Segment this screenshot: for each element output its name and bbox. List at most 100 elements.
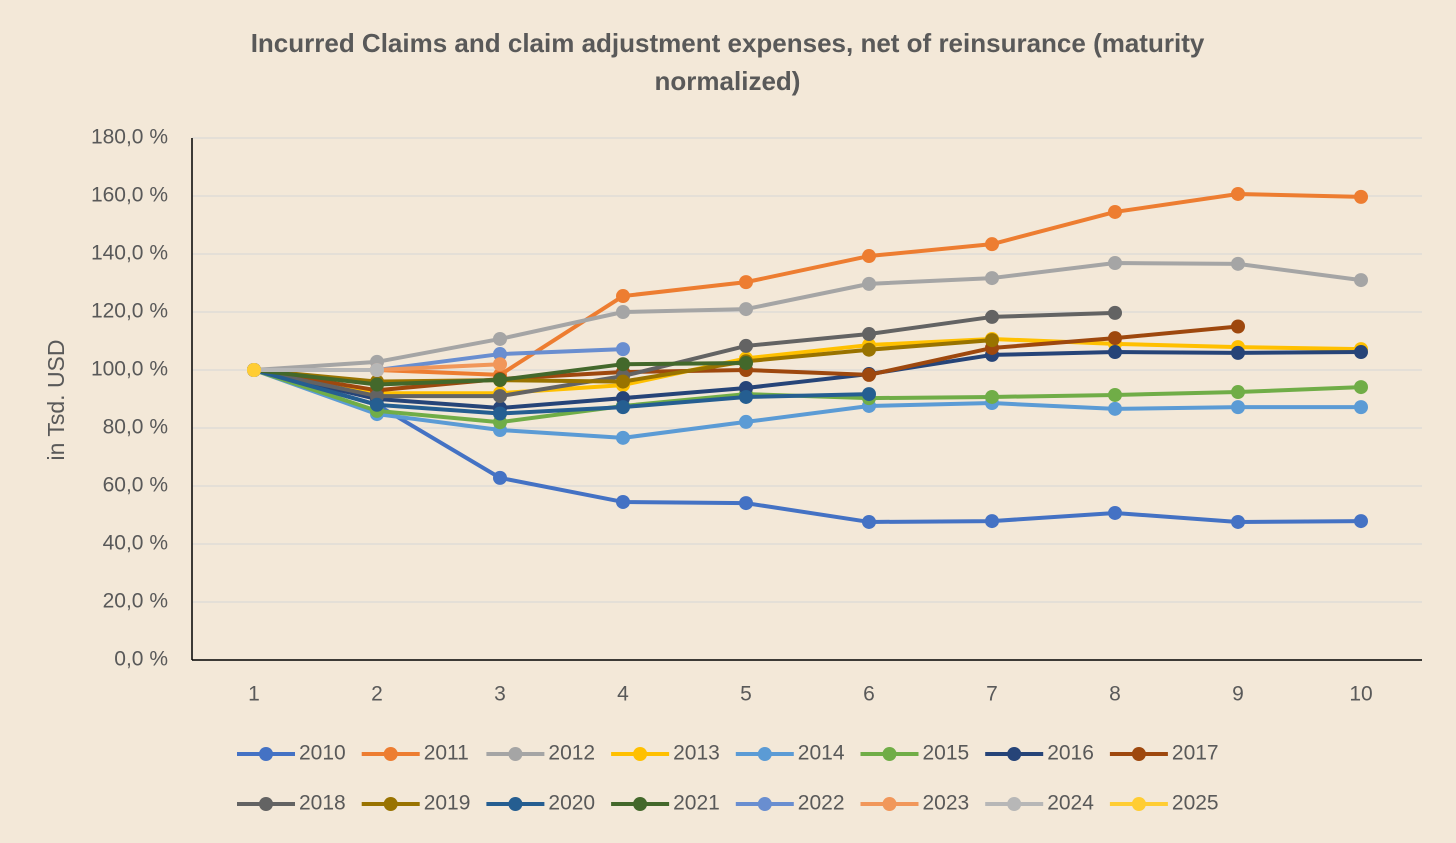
- data-point: [370, 397, 384, 412]
- legend-marker: [757, 747, 772, 761]
- data-point: [493, 372, 507, 387]
- series-line: [253, 350, 1362, 410]
- legend-label: 2014: [798, 742, 845, 765]
- legend-marker: [1007, 797, 1022, 811]
- data-point: [370, 377, 384, 392]
- data-point: [616, 430, 630, 445]
- legend-marker: [757, 797, 772, 811]
- legend-label: 2022: [798, 792, 845, 815]
- data-point: [1354, 345, 1368, 360]
- series-line: [253, 368, 1362, 524]
- data-point: [1108, 505, 1122, 520]
- data-point: [985, 271, 999, 286]
- x-tick-label: 9: [1232, 683, 1244, 706]
- data-point: [493, 331, 507, 346]
- y-tick-label: 100,0 %: [91, 358, 168, 381]
- data-point: [616, 494, 630, 509]
- x-tick-label: 6: [863, 683, 875, 706]
- y-tick-label: 160,0 %: [91, 184, 168, 207]
- series-line: [253, 336, 1362, 396]
- data-point: [493, 347, 507, 362]
- legend-marker: [633, 797, 648, 811]
- data-point: [985, 309, 999, 324]
- data-point: [862, 342, 876, 357]
- data-point: [1108, 401, 1122, 416]
- y-tick-label: 60,0 %: [103, 474, 168, 497]
- data-point: [616, 305, 630, 319]
- y-tick-label: 40,0 %: [103, 532, 168, 555]
- data-point: [862, 276, 876, 291]
- data-point: [739, 338, 753, 353]
- y-tick-label: 80,0 %: [103, 416, 168, 439]
- legend-label: 2024: [1047, 792, 1094, 815]
- data-point: [739, 356, 753, 371]
- y-tick-label: 20,0 %: [103, 590, 168, 613]
- y-tick-label: 180,0 %: [91, 126, 168, 149]
- data-point: [1108, 305, 1122, 320]
- data-point: [739, 275, 753, 290]
- data-point: [493, 406, 507, 421]
- legend-label: 2010: [299, 742, 346, 765]
- data-point: [862, 387, 876, 402]
- x-tick-label: 1: [248, 683, 260, 706]
- data-point: [1108, 345, 1122, 360]
- data-point: [1231, 256, 1245, 271]
- y-tick-label: 0,0 %: [114, 648, 168, 671]
- data-point: [1231, 514, 1245, 529]
- chart-title: Incurred Claims and claim adjustment exp…: [250, 28, 1205, 96]
- legend-label: 2015: [923, 742, 970, 765]
- data-point: [1354, 400, 1368, 415]
- y-tick-label: 120,0 %: [91, 300, 168, 323]
- legend-marker: [383, 797, 398, 811]
- legend-label: 2018: [299, 792, 346, 815]
- legend-label: 2013: [673, 742, 720, 765]
- legend-label: 2023: [923, 792, 970, 815]
- data-point: [1354, 273, 1368, 288]
- data-point: [370, 363, 384, 377]
- legend-marker: [882, 797, 897, 811]
- legend-label: 2012: [548, 742, 595, 765]
- data-point: [616, 357, 630, 372]
- legend-marker: [508, 797, 523, 811]
- data-point: [493, 470, 507, 485]
- data-point: [616, 400, 630, 415]
- data-point: [1108, 387, 1122, 402]
- series-line: [253, 368, 870, 416]
- data-point: [493, 357, 507, 372]
- data-point: [862, 249, 876, 264]
- data-point: [985, 333, 999, 348]
- data-point: [739, 302, 753, 317]
- legend-label: 2016: [1047, 742, 1094, 765]
- y-tick-label: 140,0 %: [91, 242, 168, 265]
- x-tick-label: 2: [371, 683, 383, 706]
- x-tick-label: 3: [494, 683, 506, 706]
- data-point: [985, 237, 999, 252]
- data-point: [1231, 385, 1245, 400]
- legend-marker: [882, 747, 897, 761]
- data-point: [739, 414, 753, 429]
- series-line: [253, 368, 1361, 440]
- data-point: [616, 342, 630, 357]
- data-point: [1231, 345, 1245, 360]
- data-point: [493, 389, 507, 404]
- legend-marker: [633, 747, 648, 761]
- x-tick-label: 10: [1349, 683, 1372, 706]
- data-point: [1354, 514, 1368, 529]
- data-point: [862, 327, 876, 342]
- data-point: [1108, 204, 1122, 219]
- data-point: [616, 289, 630, 304]
- series-line: [253, 310, 1116, 399]
- legend-label: 2021: [673, 792, 720, 815]
- data-point: [985, 514, 999, 529]
- y-axis-label: in Tsd. USD: [43, 339, 69, 460]
- data-point: [985, 389, 999, 404]
- x-tick-label: 5: [740, 683, 752, 706]
- legend-label: 2025: [1172, 792, 1219, 815]
- legend-label: 2020: [548, 792, 595, 815]
- legend-label: 2011: [424, 742, 469, 765]
- data-point: [1231, 319, 1245, 334]
- legend-marker: [1131, 747, 1146, 761]
- data-point: [739, 389, 753, 404]
- legend-marker: [508, 747, 523, 761]
- data-point: [1231, 400, 1245, 415]
